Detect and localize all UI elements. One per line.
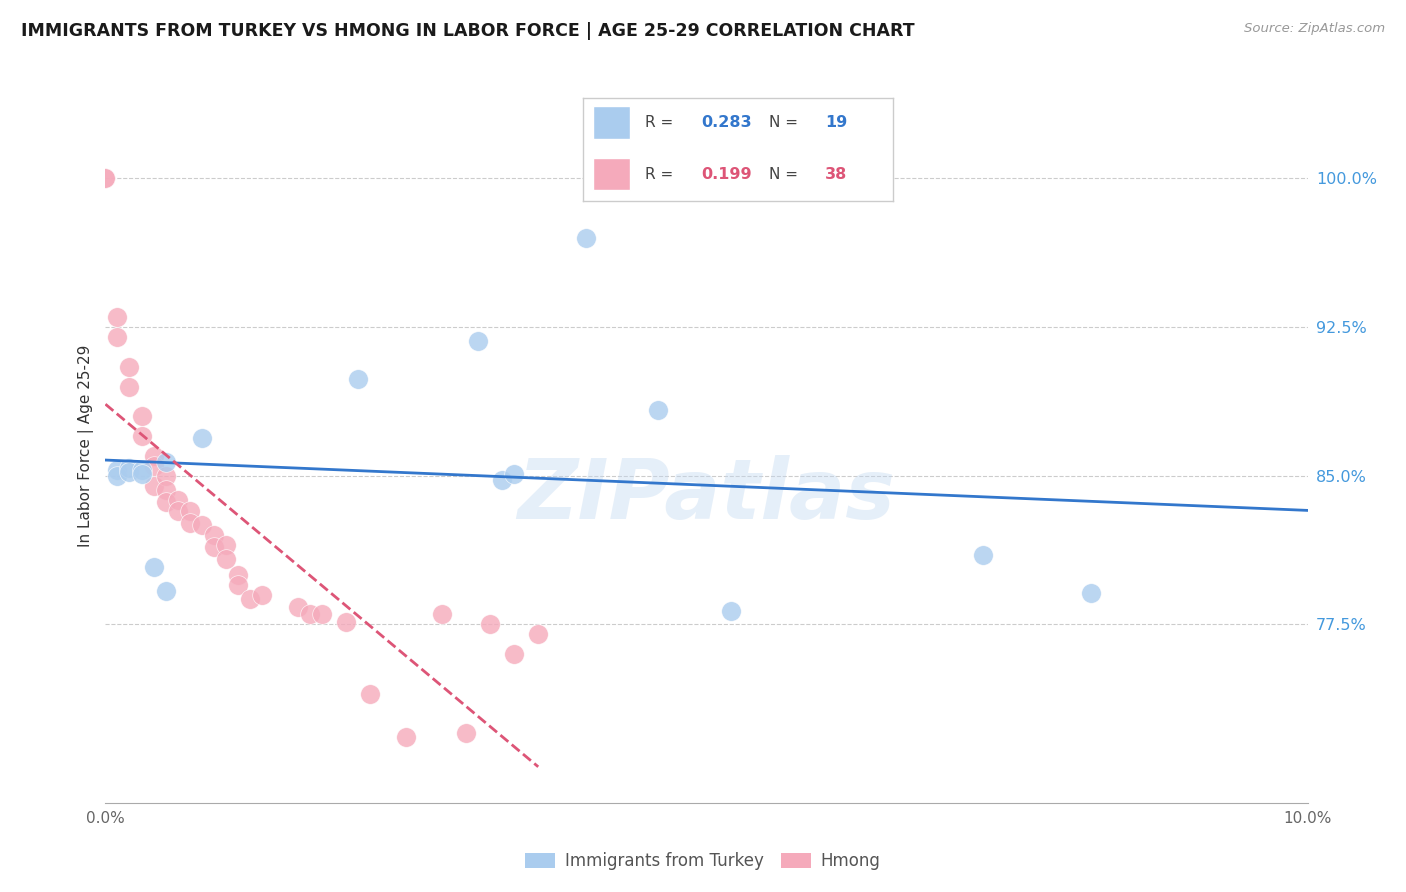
- Point: [647, 403, 669, 417]
- Point: [575, 231, 598, 245]
- Text: 0.199: 0.199: [702, 167, 752, 182]
- Point: [202, 528, 225, 542]
- Point: [491, 473, 513, 487]
- Point: [287, 599, 309, 614]
- Text: Source: ZipAtlas.com: Source: ZipAtlas.com: [1244, 22, 1385, 36]
- Point: [131, 409, 153, 424]
- Point: [118, 359, 141, 374]
- Point: [142, 458, 165, 473]
- Point: [467, 334, 489, 348]
- Text: 0.283: 0.283: [702, 115, 752, 130]
- Point: [479, 617, 502, 632]
- Point: [527, 627, 550, 641]
- FancyBboxPatch shape: [593, 158, 630, 190]
- Point: [190, 518, 212, 533]
- Point: [142, 478, 165, 492]
- Text: IMMIGRANTS FROM TURKEY VS HMONG IN LABOR FORCE | AGE 25-29 CORRELATION CHART: IMMIGRANTS FROM TURKEY VS HMONG IN LABOR…: [21, 22, 915, 40]
- Point: [155, 583, 177, 598]
- Text: R =: R =: [645, 167, 679, 182]
- Point: [118, 465, 141, 479]
- Point: [335, 615, 357, 630]
- Point: [131, 429, 153, 443]
- Point: [720, 603, 742, 617]
- Point: [1080, 585, 1102, 599]
- Point: [131, 463, 153, 477]
- Point: [190, 431, 212, 445]
- Point: [131, 467, 153, 481]
- Point: [155, 468, 177, 483]
- Point: [94, 171, 117, 186]
- Point: [179, 516, 201, 531]
- Point: [142, 560, 165, 574]
- Point: [250, 588, 273, 602]
- Point: [107, 463, 129, 477]
- Point: [395, 731, 418, 745]
- Point: [226, 578, 249, 592]
- Text: N =: N =: [769, 115, 803, 130]
- Point: [202, 540, 225, 554]
- Point: [972, 548, 994, 562]
- Point: [179, 504, 201, 518]
- Text: N =: N =: [769, 167, 803, 182]
- Point: [430, 607, 453, 622]
- Point: [155, 455, 177, 469]
- Point: [311, 607, 333, 622]
- Point: [214, 538, 236, 552]
- Point: [155, 483, 177, 497]
- Point: [503, 467, 526, 481]
- Point: [118, 460, 141, 475]
- Point: [107, 310, 129, 325]
- Point: [155, 494, 177, 508]
- Text: R =: R =: [645, 115, 679, 130]
- Text: 38: 38: [825, 167, 846, 182]
- Text: ZIPatlas: ZIPatlas: [517, 456, 896, 536]
- Point: [503, 647, 526, 661]
- Point: [107, 468, 129, 483]
- Point: [118, 379, 141, 393]
- Point: [214, 552, 236, 566]
- Legend: Immigrants from Turkey, Hmong: Immigrants from Turkey, Hmong: [519, 846, 887, 877]
- Y-axis label: In Labor Force | Age 25-29: In Labor Force | Age 25-29: [79, 345, 94, 547]
- Point: [107, 330, 129, 344]
- Point: [239, 591, 262, 606]
- Point: [359, 687, 381, 701]
- FancyBboxPatch shape: [593, 106, 630, 139]
- Point: [94, 171, 117, 186]
- Point: [166, 492, 188, 507]
- Point: [166, 504, 188, 518]
- Point: [298, 607, 321, 622]
- Point: [226, 567, 249, 582]
- Point: [347, 371, 370, 385]
- Point: [454, 726, 477, 740]
- Point: [142, 449, 165, 463]
- Text: 19: 19: [825, 115, 846, 130]
